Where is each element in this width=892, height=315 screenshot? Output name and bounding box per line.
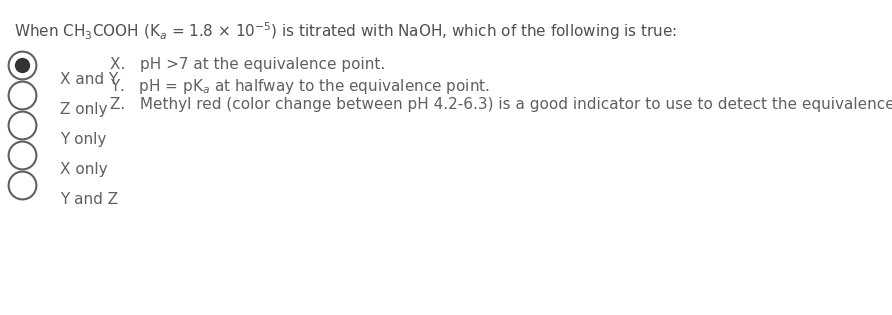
Text: X.   pH >7 at the equivalence point.: X. pH >7 at the equivalence point. bbox=[110, 57, 385, 72]
Text: Y and Z: Y and Z bbox=[60, 192, 118, 207]
Text: When CH$_3$COOH (K$_a$ = 1.8 × 10$^{-5}$) is titrated with NaOH, which of the fo: When CH$_3$COOH (K$_a$ = 1.8 × 10$^{-5}$… bbox=[14, 20, 677, 42]
Text: Y.   pH = pK$_a$ at halfway to the equivalence point.: Y. pH = pK$_a$ at halfway to the equival… bbox=[110, 77, 490, 96]
Text: Z only: Z only bbox=[60, 102, 108, 117]
Text: Z.   Methyl red (color change between pH 4.2-6.3) is a good indicator to use to : Z. Methyl red (color change between pH 4… bbox=[110, 97, 892, 112]
Text: Y only: Y only bbox=[60, 132, 106, 147]
Text: X and Y: X and Y bbox=[60, 72, 119, 87]
Text: X only: X only bbox=[60, 162, 108, 177]
